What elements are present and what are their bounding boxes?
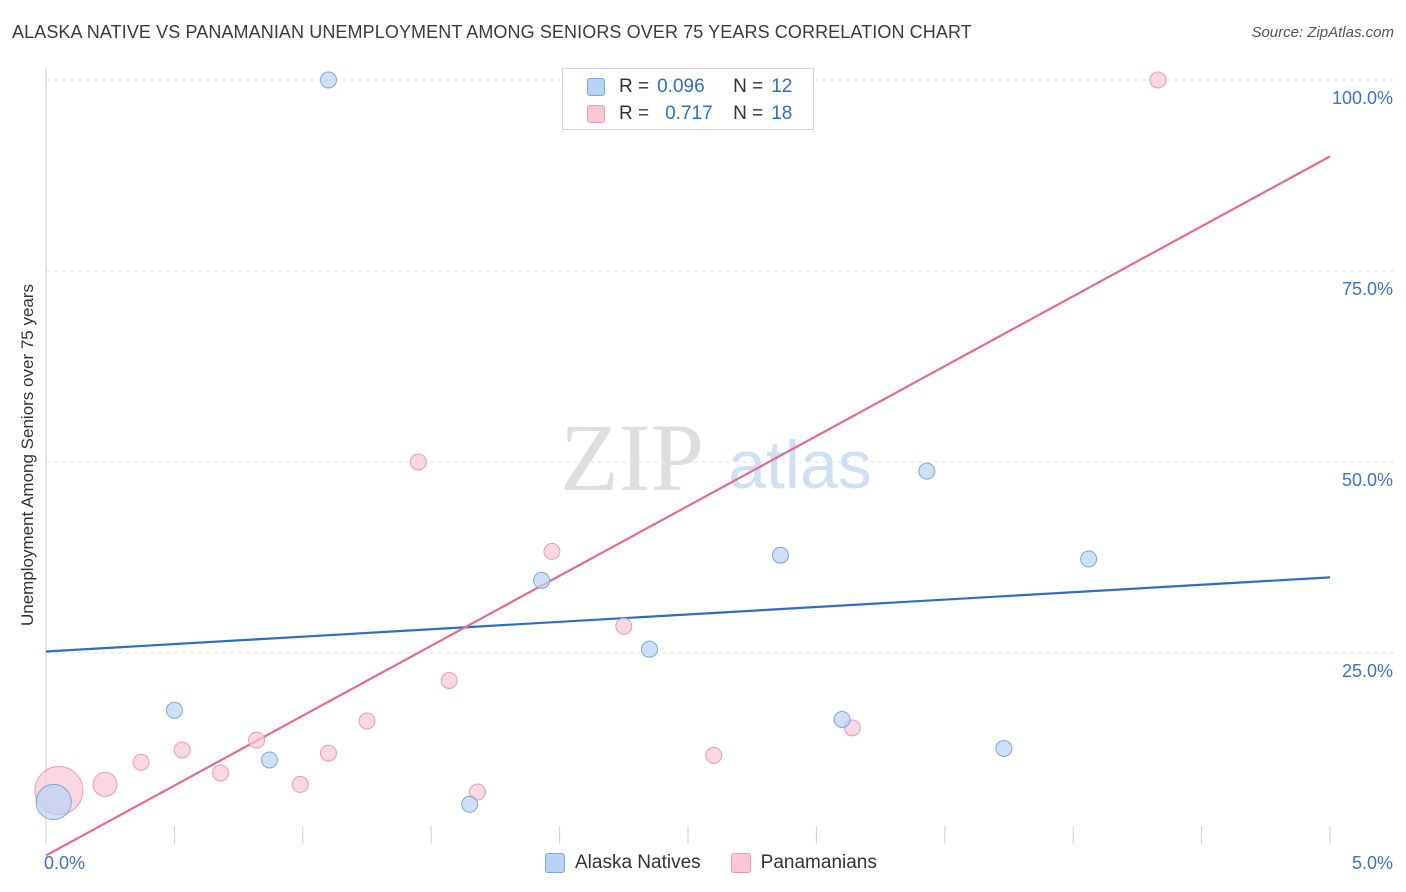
point-alaska-native: [533, 571, 551, 589]
legend-r-label: R =: [619, 103, 650, 124]
legend-label-alaska-natives: Alaska Natives: [575, 852, 701, 873]
point-alaska-native: [995, 740, 1013, 757]
point-panamanian: [358, 712, 376, 730]
legend-item-panamanians[interactable]: Panamanians: [730, 852, 877, 874]
legend-label-panamanians: Panamanians: [760, 852, 877, 873]
point-panamanian: [1149, 71, 1167, 89]
legend-swatch-pink: [730, 853, 751, 873]
point-panamanian: [132, 753, 150, 771]
legend-item-alaska-natives[interactable]: Alaska Natives: [545, 852, 701, 874]
grid: [46, 79, 1394, 654]
legend-n-value: 18: [771, 103, 793, 124]
point-alaska-native: [260, 751, 278, 769]
legend-n-label: N =: [733, 103, 764, 124]
point-alaska-native: [771, 546, 789, 564]
y-tick-label: 75.0%: [1342, 279, 1393, 299]
point-panamanian: [615, 617, 633, 635]
legend-row-panamanian: R = 0.717 N = 18: [587, 101, 792, 127]
y-tick-label: 50.0%: [1342, 470, 1393, 490]
point-panamanian: [319, 744, 337, 762]
point-panamanian: [409, 453, 427, 471]
data-points: [34, 71, 1167, 821]
legend-swatch-blue: [587, 78, 605, 96]
point-alaska-native: [165, 701, 183, 719]
point-alaska-native: [35, 783, 72, 821]
point-panamanian: [440, 672, 458, 690]
trendline-panamanians: [45, 155, 1331, 857]
x-tick-label: 5.0%: [1352, 853, 1393, 873]
point-panamanian: [468, 783, 486, 801]
watermark-atlas: atlas: [728, 427, 872, 503]
legend-swatch-pink: [587, 105, 605, 123]
source-credit: Source: ZipAtlas.com: [1251, 24, 1394, 41]
point-alaska-native: [918, 462, 936, 480]
legend-n-label: N =: [733, 76, 764, 97]
point-panamanian: [248, 731, 266, 749]
point-panamanian: [212, 764, 230, 782]
series-legend: Alaska Natives Panamanians: [545, 852, 907, 874]
legend-r-value: 0.096: [657, 76, 705, 97]
point-alaska-native: [640, 640, 658, 658]
chart-title: ALASKA NATIVE VS PANAMANIAN UNEMPLOYMENT…: [12, 22, 972, 42]
point-panamanian: [173, 741, 191, 759]
trendlines: [45, 155, 1331, 857]
legend-n-value: 12: [771, 76, 793, 97]
point-panamanian: [291, 775, 309, 793]
trendline-alaska-natives: [45, 576, 1331, 653]
point-alaska-native: [461, 795, 479, 813]
tick-labels: 100.0% 75.0% 50.0% 25.0% 0.0% 5.0%: [44, 88, 1393, 873]
correlation-legend: R = 0.096 N = 12 R = 0.717 N = 18: [562, 68, 814, 130]
legend-r-label: R =: [619, 76, 650, 97]
point-alaska-native: [1080, 550, 1098, 568]
y-tick-label: 100.0%: [1332, 88, 1393, 108]
axes: [45, 68, 1331, 844]
point-alaska-native: [319, 71, 337, 89]
watermark-zip: ZIP: [560, 404, 704, 511]
y-tick-label: 25.0%: [1342, 661, 1393, 681]
legend-swatch-blue: [545, 853, 565, 873]
point-panamanian: [543, 542, 561, 560]
point-alaska-native: [833, 710, 851, 728]
legend-row-alaska: R = 0.096 N = 12: [587, 74, 792, 100]
x-tick-label: 0.0%: [44, 853, 85, 873]
point-panamanian: [92, 771, 118, 797]
point-panamanian: [705, 746, 723, 764]
watermark: ZIP atlas: [560, 404, 872, 511]
y-axis-label: Unemployment Among Seniors over 75 years: [18, 283, 37, 627]
legend-r-value: 0.717: [665, 103, 713, 124]
